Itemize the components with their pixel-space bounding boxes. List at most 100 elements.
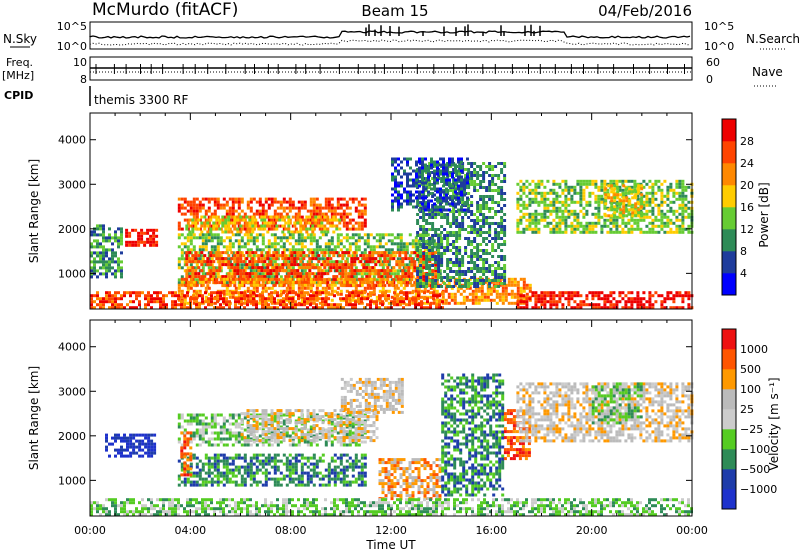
power-cell-2 bbox=[314, 221, 318, 225]
power-cell-4 bbox=[323, 272, 327, 276]
power-cell-10 bbox=[573, 188, 577, 192]
power-cell-4 bbox=[407, 275, 411, 279]
power-cell-1 bbox=[294, 227, 298, 231]
power-cell-3 bbox=[300, 236, 304, 240]
power-cell-7 bbox=[525, 297, 529, 301]
power-cell-7 bbox=[660, 303, 664, 307]
power-cell-7 bbox=[669, 291, 673, 295]
power-cell-1 bbox=[267, 206, 271, 210]
power-cell-6 bbox=[219, 306, 222, 310]
power-cell-7 bbox=[567, 291, 571, 295]
power-cell-5 bbox=[186, 280, 190, 284]
power-cell-1 bbox=[225, 200, 229, 204]
power-cell-3 bbox=[303, 239, 307, 243]
power-cell-5 bbox=[282, 283, 286, 287]
power-cell-1 bbox=[351, 224, 355, 228]
power-cell-5 bbox=[396, 280, 400, 284]
power-cell-10 bbox=[594, 212, 598, 216]
power-cell-4 bbox=[284, 263, 288, 267]
power-cell-9 bbox=[452, 231, 456, 234]
power-cell-6 bbox=[204, 300, 207, 304]
power-cell-9 bbox=[476, 249, 480, 252]
power-cell-10 bbox=[594, 200, 598, 204]
power-cell-3 bbox=[189, 236, 193, 240]
power-cell-7 bbox=[672, 300, 676, 304]
power-cell-5 bbox=[390, 301, 394, 305]
power-cell-6 bbox=[351, 306, 354, 310]
power-cell-9 bbox=[503, 258, 507, 261]
power-cell-10 bbox=[549, 221, 553, 225]
power-cell-9 bbox=[470, 195, 474, 198]
power-cell-10 bbox=[546, 203, 550, 207]
power-cell-9 bbox=[485, 276, 489, 279]
power-cell-5 bbox=[516, 295, 520, 299]
power-cell-5 bbox=[468, 283, 472, 287]
power-cell-10 bbox=[540, 218, 544, 222]
power-cell-1 bbox=[243, 227, 247, 231]
power-cell-8 bbox=[105, 269, 108, 273]
power-cell-9 bbox=[482, 198, 486, 201]
power-cell-4 bbox=[410, 257, 414, 261]
power-cell-8 bbox=[120, 251, 123, 255]
power-cell-4 bbox=[203, 254, 207, 258]
power-cell-2 bbox=[185, 224, 189, 228]
power-cell-3 bbox=[270, 245, 274, 249]
power-cell-2 bbox=[242, 218, 246, 222]
power-cell-9 bbox=[479, 213, 483, 216]
power-cell-3 bbox=[177, 281, 181, 285]
power-cell-1 bbox=[240, 200, 244, 204]
power-cell-9 bbox=[503, 240, 507, 243]
power-cell-8 bbox=[102, 257, 105, 261]
power-cell-8 bbox=[120, 236, 123, 240]
power-cell-7 bbox=[558, 300, 562, 304]
power-cell-6 bbox=[228, 306, 231, 310]
power-cell-5 bbox=[237, 301, 241, 305]
power-cell-7 bbox=[621, 297, 625, 301]
power-cell-10 bbox=[579, 230, 583, 234]
power-cell-2 bbox=[209, 215, 213, 219]
power-cell-9 bbox=[416, 279, 420, 282]
power-cell-3 bbox=[177, 236, 181, 240]
power-cell-5 bbox=[189, 283, 193, 287]
power-cell-9 bbox=[455, 279, 459, 282]
power-cell-0 bbox=[137, 237, 141, 241]
power-cell-10 bbox=[519, 179, 523, 183]
power-cell-5 bbox=[471, 289, 475, 293]
power-cell-3 bbox=[180, 275, 184, 279]
power-cell-3 bbox=[408, 254, 412, 258]
power-cell-8 bbox=[102, 263, 105, 267]
power-cell-10 bbox=[567, 188, 571, 192]
power-cell-3 bbox=[387, 251, 391, 255]
power-cell-4 bbox=[221, 251, 225, 255]
power-cell-1 bbox=[363, 212, 367, 216]
power-cell-1 bbox=[177, 206, 181, 210]
power-cell-9 bbox=[488, 195, 492, 198]
power-cell-5 bbox=[522, 283, 526, 287]
power-cell-3 bbox=[306, 236, 310, 240]
power-cell-5 bbox=[366, 283, 370, 287]
power-cell-9 bbox=[446, 213, 450, 216]
power-cell-6 bbox=[162, 306, 165, 310]
power-cell-1 bbox=[339, 206, 343, 210]
power-cell-6 bbox=[237, 297, 240, 301]
power-cell-10 bbox=[564, 203, 568, 207]
power-cell-3 bbox=[363, 239, 367, 243]
power-cell-6 bbox=[255, 300, 258, 304]
power-cell-1 bbox=[312, 209, 316, 213]
power-cell-9 bbox=[500, 171, 504, 174]
power-cell-1 bbox=[228, 206, 232, 210]
power-cell-1 bbox=[180, 197, 184, 201]
power-cell-4 bbox=[404, 272, 408, 276]
power-cell-10 bbox=[603, 218, 607, 222]
power-cell-10 bbox=[570, 227, 574, 231]
power-cell-2 bbox=[281, 224, 285, 228]
power-cell-3 bbox=[438, 269, 442, 273]
power-cell-5 bbox=[498, 298, 502, 302]
power-cell-9 bbox=[464, 168, 468, 171]
power-cell-3 bbox=[237, 239, 241, 243]
power-cell-1 bbox=[198, 209, 202, 213]
power-cell-10 bbox=[549, 203, 553, 207]
power-cell-9 bbox=[500, 258, 504, 261]
power-cell-8 bbox=[114, 251, 117, 255]
power-cell-3 bbox=[327, 254, 331, 258]
